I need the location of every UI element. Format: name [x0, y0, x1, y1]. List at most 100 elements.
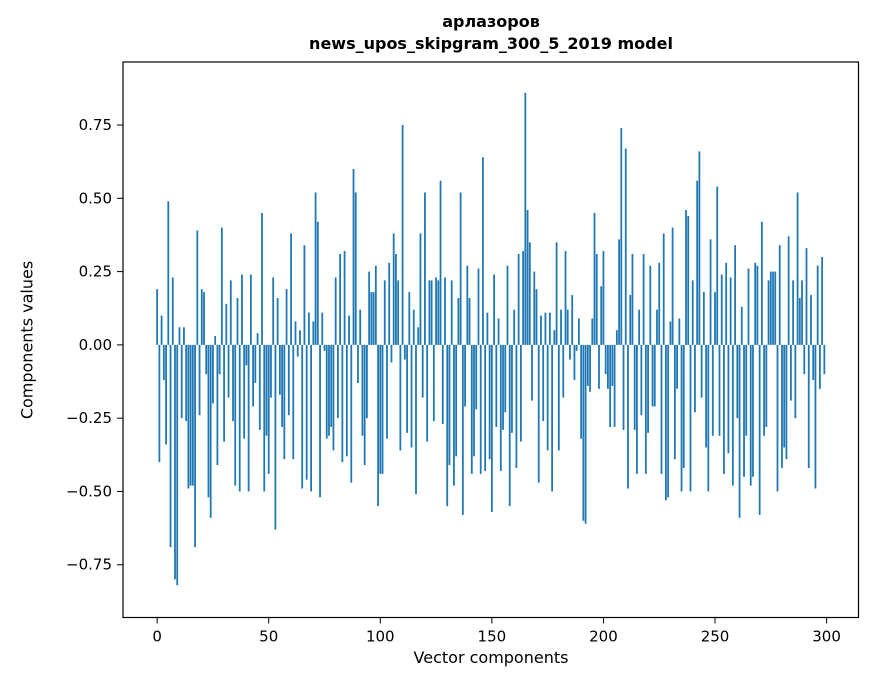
bar	[241, 274, 243, 345]
bar	[531, 344, 533, 401]
bar	[354, 192, 357, 345]
bar	[689, 344, 692, 492]
bar	[417, 327, 420, 345]
bar	[421, 344, 424, 398]
bar	[272, 277, 275, 345]
bar	[323, 344, 326, 351]
bar	[390, 344, 393, 363]
bar	[535, 289, 538, 345]
bar	[575, 344, 578, 351]
bar	[769, 271, 772, 345]
bar	[232, 344, 234, 422]
bar	[160, 315, 163, 345]
bar	[533, 271, 536, 345]
bar	[794, 344, 797, 419]
bar	[171, 277, 174, 345]
bar	[256, 333, 259, 345]
x-axis-label: Vector components	[413, 648, 569, 667]
bar	[642, 254, 645, 345]
bar	[743, 344, 745, 477]
bar	[519, 344, 522, 442]
bar	[345, 344, 348, 457]
bar	[167, 201, 170, 345]
bar	[310, 344, 313, 492]
bar	[682, 344, 685, 468]
bar	[805, 248, 808, 345]
bar	[707, 344, 710, 492]
bar	[343, 251, 346, 345]
bar	[544, 312, 547, 345]
bar	[247, 344, 250, 492]
bar	[198, 344, 201, 416]
y-axis-label: Components values	[17, 260, 37, 420]
bar	[225, 303, 228, 345]
bar	[459, 192, 462, 345]
bar	[307, 312, 310, 345]
bar	[502, 344, 504, 430]
bar	[381, 344, 384, 474]
bar	[653, 344, 656, 407]
bar	[511, 344, 513, 433]
bar	[781, 344, 783, 468]
bar	[334, 277, 337, 345]
bar	[185, 344, 188, 422]
bar	[432, 344, 435, 422]
bar	[678, 318, 681, 345]
bar	[667, 344, 670, 498]
bar	[341, 344, 344, 463]
bar	[803, 344, 806, 375]
bar	[513, 309, 516, 345]
bar	[408, 292, 411, 345]
bar	[249, 274, 252, 345]
bar	[537, 344, 540, 483]
y-tick-label: 0.00	[79, 336, 112, 354]
bar	[526, 210, 529, 345]
bar	[276, 297, 279, 345]
bar	[819, 344, 821, 389]
bar	[647, 344, 649, 433]
bar	[180, 344, 183, 419]
bar	[638, 309, 641, 345]
bar	[691, 280, 694, 345]
bar	[352, 169, 355, 345]
bar	[649, 265, 652, 345]
bar	[778, 245, 781, 345]
bar	[627, 344, 629, 489]
bar	[497, 318, 500, 345]
bar	[493, 274, 495, 345]
bar	[332, 344, 335, 451]
bar	[560, 309, 562, 345]
bar	[450, 280, 453, 345]
bar	[191, 344, 194, 486]
bar	[363, 344, 366, 466]
bar	[580, 344, 583, 439]
bar	[607, 344, 609, 389]
bar	[629, 295, 632, 345]
bar	[316, 221, 319, 345]
bar	[720, 274, 723, 345]
bar	[368, 271, 371, 345]
bar	[325, 344, 328, 439]
bar	[176, 344, 179, 586]
bar	[551, 344, 554, 492]
bar	[760, 221, 763, 345]
bar	[287, 344, 290, 416]
bar	[187, 344, 190, 489]
bar	[212, 344, 214, 404]
bar	[792, 280, 795, 345]
bar	[685, 210, 687, 345]
bar	[673, 344, 676, 460]
bar	[437, 280, 440, 345]
bar	[765, 344, 768, 427]
bar	[441, 344, 444, 425]
bar	[386, 344, 388, 439]
bar	[410, 344, 413, 448]
bar	[624, 148, 627, 345]
bar	[178, 327, 181, 345]
bar	[227, 344, 230, 398]
x-tick-label: 100	[366, 628, 395, 646]
bar	[314, 192, 317, 345]
bar	[553, 330, 556, 345]
bar	[165, 344, 167, 445]
y-tick-label: −0.50	[66, 482, 112, 500]
